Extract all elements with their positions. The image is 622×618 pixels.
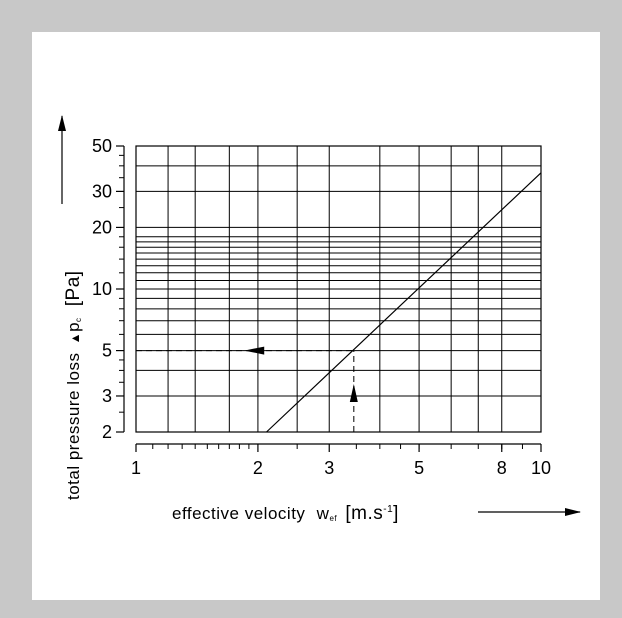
x-tick-label: 5 (414, 458, 424, 478)
chart-panel: 1 2 3 5 8 10 2 3 5 10 20 30 50 effective velocity we… (32, 32, 600, 600)
grid (135, 145, 542, 433)
x-tick-label: 10 (531, 458, 551, 478)
example-left-arrow (244, 346, 265, 355)
axis-ticks (116, 145, 542, 452)
svg-text:effective velocity w: effective velocity wef [m.s-1] (172, 503, 399, 525)
delta-icon: ▲ (68, 332, 82, 344)
y-tick-label: 20 (92, 217, 112, 237)
y-axis-label: total pressure loss ▲pc [Pa] (58, 115, 85, 500)
y-tick-label: 10 (92, 279, 112, 299)
y-tick-label: 3 (102, 386, 112, 406)
x-tick-label: 8 (497, 458, 507, 478)
x-axis-label-text: effective velocity (172, 504, 305, 523)
x-tick-label: 1 (131, 458, 141, 478)
y-tick-label: 2 (102, 422, 112, 442)
example-up-arrow (349, 384, 358, 402)
y-axis-label-subscript: c (74, 317, 83, 322)
x-axis-label-subscript: ef (329, 514, 337, 523)
y-tick-label: 5 (102, 341, 112, 361)
y-tick-label: 30 (92, 181, 112, 201)
x-tick-label: 3 (324, 458, 334, 478)
x-tick-label: 2 (253, 458, 263, 478)
svg-text:total pressure loss: total pressure loss ▲pc [Pa] (63, 270, 85, 500)
x-axis-label-symbol: w (316, 504, 330, 523)
example-reading (136, 346, 358, 432)
series-line (266, 172, 542, 433)
y-tick-label: 50 (92, 136, 112, 156)
x-axis-label: effective velocity wef [m.s-1] (172, 503, 581, 525)
y-axis-label-symbol: p (64, 322, 83, 332)
x-axis-label-unit-close: ] (393, 503, 399, 524)
y-axis-label-unit: [Pa] (63, 270, 84, 306)
y-axis-label-text: total pressure loss (64, 353, 83, 500)
x-axis-label-unit-exponent: -1 (383, 504, 393, 515)
x-axis-label-unit: [m.s (345, 503, 383, 524)
series-layer (266, 172, 542, 433)
plot-frame (135, 145, 542, 433)
